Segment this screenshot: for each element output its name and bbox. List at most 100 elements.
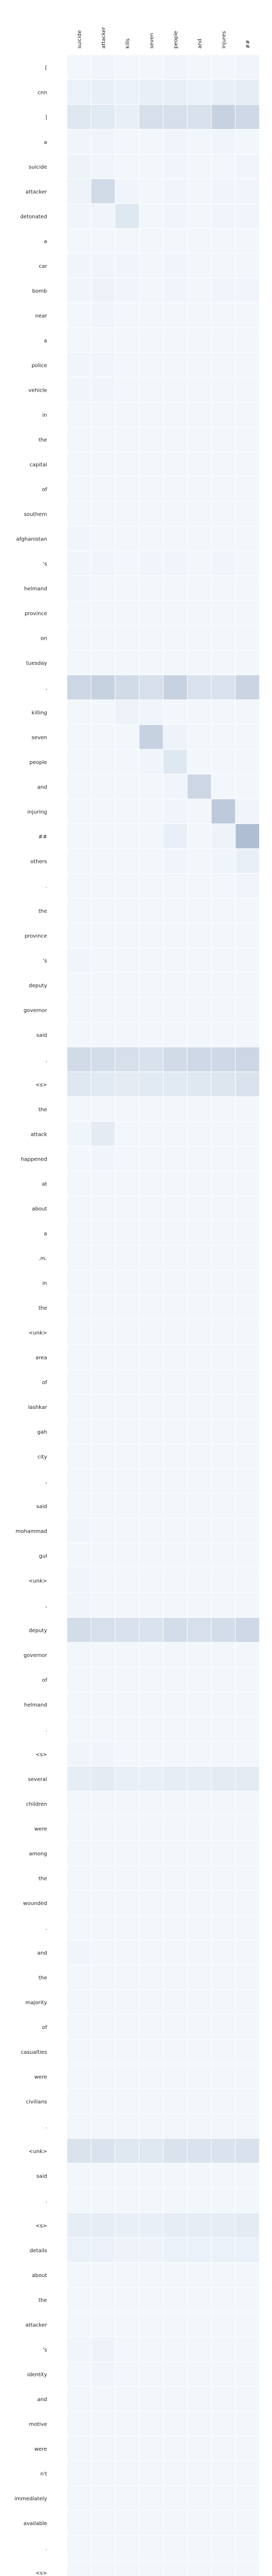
y-tick-label: attacker: [26, 2322, 48, 2328]
heatmap-cell: [90, 327, 116, 353]
heatmap-cell: [235, 1518, 260, 1544]
heatmap-cell: [66, 179, 92, 204]
heatmap-cell: [163, 2187, 188, 2213]
heatmap-cell: [90, 1741, 116, 1767]
y-tick-label: afghanistan: [16, 536, 47, 542]
heatmap-cell: [90, 898, 116, 923]
heatmap-cell: [163, 724, 188, 750]
y-tick-label: people: [29, 760, 47, 766]
heatmap-cell: [211, 1965, 236, 1990]
heatmap-cell: [115, 650, 140, 675]
heatmap-cell: [66, 526, 92, 551]
heatmap-cell: [187, 600, 212, 626]
heatmap-cell: [139, 302, 164, 328]
heatmap-cell: [66, 575, 92, 601]
heatmap-cell: [163, 1468, 188, 1494]
heatmap-cell: [115, 1965, 140, 1990]
heatmap-cell: [211, 2411, 236, 2437]
heatmap-cell: [66, 302, 92, 328]
heatmap-cell: [235, 2187, 260, 2213]
heatmap-cell: [163, 1816, 188, 1841]
heatmap-cell: [66, 997, 92, 1022]
y-tick-label: <unk>: [29, 1578, 47, 1584]
heatmap-cell: [211, 2361, 236, 2387]
heatmap-cell: [115, 352, 140, 378]
heatmap-cell: [66, 1121, 92, 1147]
heatmap-cell: [187, 798, 212, 824]
heatmap-cell: [211, 2064, 236, 2089]
heatmap-cell: [90, 377, 116, 403]
heatmap-cell: [235, 1245, 260, 1271]
heatmap-cell: [163, 1220, 188, 1246]
heatmap-cell: [139, 2461, 164, 2486]
heatmap-cell: [66, 2088, 92, 2114]
heatmap-cell: [211, 575, 236, 601]
heatmap-cell: [66, 2560, 92, 2576]
heatmap-cell: [115, 1220, 140, 1246]
heatmap-cell: [211, 1320, 236, 1345]
heatmap-cell: [163, 129, 188, 155]
heatmap-cell: [90, 724, 116, 750]
heatmap-cell: [66, 2436, 92, 2461]
heatmap-cell: [235, 1965, 260, 1990]
heatmap-cell: [90, 1493, 116, 1519]
heatmap-cell: [90, 2113, 116, 2139]
heatmap-cell: [115, 1989, 140, 2015]
heatmap-cell: [66, 2014, 92, 2040]
heatmap-cell: [66, 798, 92, 824]
heatmap-cell: [66, 1096, 92, 1122]
y-tick-label: about: [32, 2273, 47, 2278]
heatmap-cell: [235, 302, 260, 328]
heatmap-cell: [115, 2386, 140, 2412]
y-tick-label: ,: [46, 685, 47, 691]
y-tick-label: casualties: [21, 2050, 47, 2055]
heatmap-cell: [115, 2064, 140, 2089]
heatmap-cell: [211, 1493, 236, 1519]
heatmap-cell: [139, 1493, 164, 1519]
heatmap-cell: [115, 1443, 140, 1469]
heatmap-cell: [187, 203, 212, 229]
heatmap-cell: [139, 402, 164, 427]
heatmap-cell: [90, 2386, 116, 2412]
y-tick-label: tuesday: [26, 661, 47, 666]
heatmap-cell: [115, 2113, 140, 2139]
heatmap-cell: [187, 1270, 212, 1296]
y-tick-label: <unk>: [29, 1330, 47, 1336]
heatmap-cell: [163, 1072, 188, 1097]
heatmap-cell: [139, 104, 164, 130]
y-tick-label: gah: [37, 1429, 47, 1435]
heatmap-cell: [211, 1022, 236, 1048]
heatmap-cell: [235, 550, 260, 576]
heatmap-cell: [235, 352, 260, 378]
y-tick-label: a: [44, 1231, 47, 1237]
heatmap-cell: [139, 1320, 164, 1345]
heatmap-cell: [139, 2510, 164, 2536]
heatmap-cell: [187, 1394, 212, 1419]
heatmap-cell: [115, 427, 140, 452]
heatmap-cell: [139, 2113, 164, 2139]
heatmap-cell: [163, 675, 188, 700]
heatmap-cell: [163, 600, 188, 626]
heatmap-cell: [90, 1840, 116, 1866]
y-tick-label: province: [25, 611, 47, 617]
heatmap-cell: [139, 550, 164, 576]
heatmap-cell: [90, 1543, 116, 1568]
heatmap-cell: [139, 600, 164, 626]
heatmap-cell: [187, 675, 212, 700]
x-tick-label: seven: [149, 33, 155, 49]
heatmap-cell: [187, 1667, 212, 1692]
heatmap-cell: [115, 1096, 140, 1122]
heatmap-cell: [211, 1171, 236, 1196]
heatmap-cell: [139, 2560, 164, 2576]
heatmap-cell: [211, 203, 236, 229]
heatmap-cell: [163, 2064, 188, 2089]
heatmap-cell: [66, 1245, 92, 1271]
heatmap-cell: [90, 501, 116, 526]
heatmap-cell: [66, 327, 92, 353]
heatmap-cell: [66, 154, 92, 179]
heatmap-cell: [90, 947, 116, 973]
heatmap-cell: [90, 1394, 116, 1419]
heatmap-cell: [90, 2411, 116, 2437]
heatmap-cell: [66, 625, 92, 651]
heatmap-cell: [187, 873, 212, 899]
